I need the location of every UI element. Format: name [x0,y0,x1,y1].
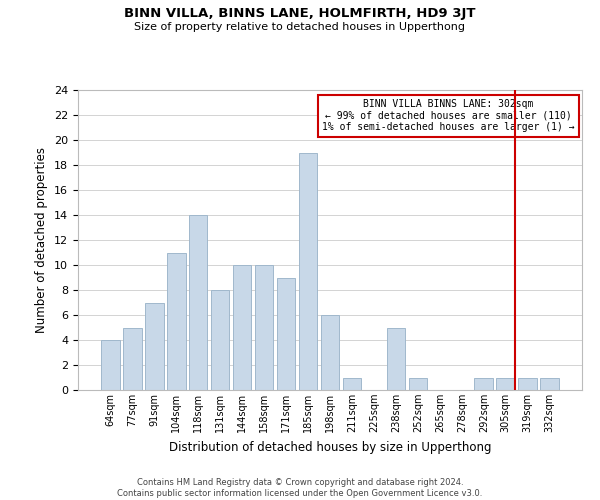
Bar [541,378,559,390]
Bar [145,302,164,390]
Bar [518,378,537,390]
Bar [189,215,208,390]
Y-axis label: Number of detached properties: Number of detached properties [35,147,49,333]
Bar [101,340,119,390]
Bar [211,290,229,390]
Bar [475,378,493,390]
Bar [255,265,274,390]
Bar [409,378,427,390]
X-axis label: Distribution of detached houses by size in Upperthong: Distribution of detached houses by size … [169,440,491,454]
Bar [386,328,405,390]
Bar [277,278,295,390]
Bar [496,378,515,390]
Bar [299,152,317,390]
Bar [123,328,142,390]
Text: Size of property relative to detached houses in Upperthong: Size of property relative to detached ho… [134,22,466,32]
Bar [233,265,251,390]
Text: Contains HM Land Registry data © Crown copyright and database right 2024.
Contai: Contains HM Land Registry data © Crown c… [118,478,482,498]
Text: BINN VILLA BINNS LANE: 302sqm
← 99% of detached houses are smaller (110)
1% of s: BINN VILLA BINNS LANE: 302sqm ← 99% of d… [322,99,575,132]
Bar [343,378,361,390]
Bar [320,315,340,390]
Text: BINN VILLA, BINNS LANE, HOLMFIRTH, HD9 3JT: BINN VILLA, BINNS LANE, HOLMFIRTH, HD9 3… [124,8,476,20]
Bar [167,252,185,390]
